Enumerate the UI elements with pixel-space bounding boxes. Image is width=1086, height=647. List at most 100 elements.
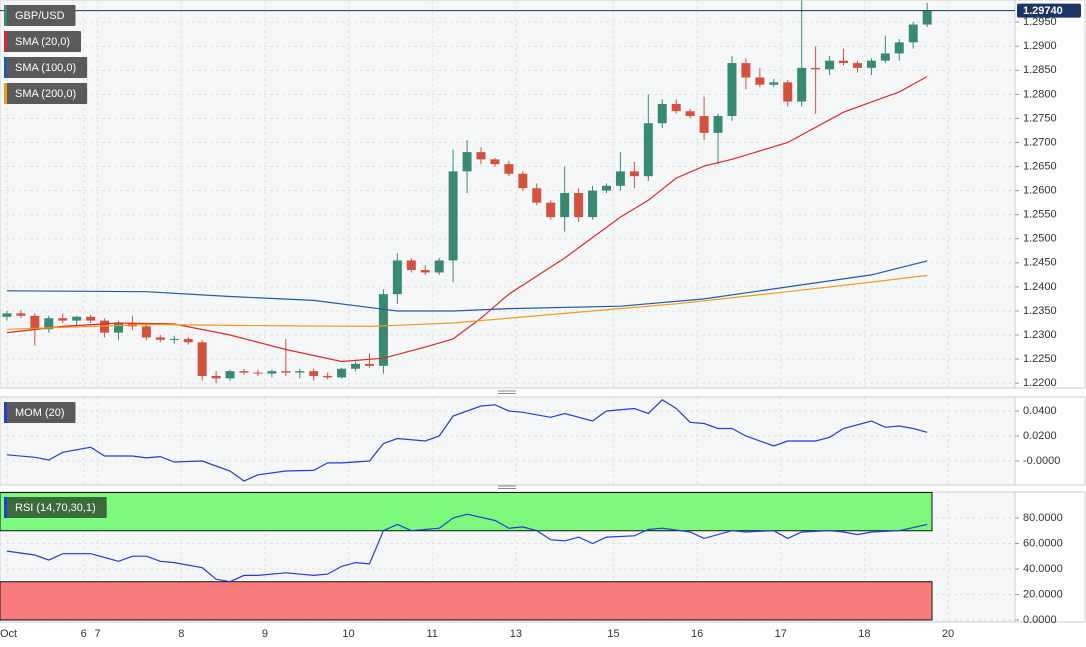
y-tick-label: 1.2700 [1023, 136, 1057, 148]
legend-box [4, 5, 76, 26]
candle-body [601, 185, 611, 191]
band [0, 492, 933, 532]
candle-body [476, 152, 486, 160]
axis-area [1014, 0, 1086, 389]
x-tick-label: 9 [262, 628, 268, 640]
x-tick-label: 11 [427, 628, 438, 640]
y-tick-label: 1.2300 [1023, 329, 1057, 341]
candle-body [183, 338, 193, 343]
x-tick-label: 6 [81, 628, 87, 640]
candle-body [169, 338, 179, 340]
candle-body [225, 371, 235, 379]
series-line [6, 399, 928, 482]
candle-body [880, 53, 890, 61]
legend-label: SMA (100,0) [15, 62, 76, 74]
candle-body [908, 24, 918, 43]
candle-body [16, 313, 26, 316]
candle-body [406, 260, 416, 271]
x-tick-label: 15 [607, 628, 619, 640]
candle-body [58, 318, 68, 321]
band [0, 581, 933, 621]
candle-body [72, 316, 82, 321]
candle-body [615, 171, 625, 186]
legend-label: GBP/USD [15, 10, 65, 22]
candle-body [30, 315, 40, 330]
candle-body [114, 323, 124, 333]
candle-body [518, 173, 528, 189]
candle-body [86, 316, 96, 321]
candle-body [434, 260, 444, 273]
y-tick-label: 80.0000 [1023, 512, 1063, 524]
candle-body [378, 294, 388, 366]
candle-body [727, 63, 737, 117]
series-line [6, 274, 928, 330]
candle-body [323, 375, 333, 378]
plot-area [0, 0, 1016, 389]
candle-body [811, 67, 821, 70]
candle-body [504, 164, 514, 174]
candle-body [337, 368, 347, 378]
x-tick-label: 7 [95, 628, 101, 640]
legend-swatch [4, 5, 7, 26]
axis-area [1014, 396, 1086, 486]
last-price-label: 1.29740 [1023, 5, 1063, 17]
candle-body [825, 60, 835, 70]
axis-area [1014, 491, 1086, 623]
legend-box [4, 497, 107, 518]
candle-body [769, 82, 779, 85]
candle-body [671, 103, 681, 112]
panel-grip [498, 390, 516, 489]
candle-body [588, 190, 598, 218]
candle-body [546, 202, 556, 218]
x-tick-label: 13 [510, 628, 522, 640]
candle-body [741, 63, 751, 78]
candle-body [309, 371, 319, 376]
candle-body [490, 159, 500, 165]
candle-body [783, 82, 793, 102]
y-tick-label: 1.2250 [1023, 353, 1057, 365]
candle-body [267, 371, 277, 374]
legend-label: RSI (14,70,30,1) [15, 502, 96, 514]
candle-body [922, 10, 932, 25]
candle-body [643, 123, 653, 177]
y-tick-label: 1.2850 [1023, 64, 1057, 76]
legend-box [4, 402, 76, 423]
y-tick-label: 1.2800 [1023, 88, 1057, 100]
candle-body [560, 193, 570, 218]
y-tick-label: 1.2650 [1023, 160, 1057, 172]
candle-body [420, 270, 430, 273]
series-line [6, 513, 928, 583]
candle-body [866, 60, 876, 68]
x-tick-label: 18 [858, 628, 870, 640]
legend-swatch [4, 83, 7, 104]
candle-body [839, 60, 849, 64]
legend-box [4, 31, 82, 52]
y-tick-label: 1.2900 [1023, 40, 1057, 52]
candle-body [448, 171, 458, 261]
legend-swatch [4, 497, 7, 518]
candle-body [141, 326, 151, 338]
candle-body [574, 193, 584, 218]
candle-body [44, 318, 54, 330]
candle-body [462, 152, 472, 172]
legend-swatch [4, 31, 7, 52]
candle-body [713, 116, 723, 133]
candle-body [894, 42, 904, 54]
candle-body [197, 342, 207, 376]
candle-body [295, 371, 305, 373]
candle-body [852, 63, 862, 68]
candle-body [364, 363, 374, 366]
candle-body [239, 371, 249, 373]
candle-body [657, 103, 667, 124]
last-price-tag [1017, 3, 1081, 18]
x-tick-label: 16 [691, 628, 703, 640]
candle-body [211, 375, 221, 379]
y-tick-label: 0.0000 [1023, 614, 1057, 626]
y-tick-label: -0.0000 [1023, 455, 1060, 467]
legend-label: SMA (200,0) [15, 88, 76, 100]
legend-swatch [4, 57, 7, 78]
series-line [6, 260, 928, 312]
candle-body [2, 313, 12, 317]
candle-body [532, 188, 542, 203]
